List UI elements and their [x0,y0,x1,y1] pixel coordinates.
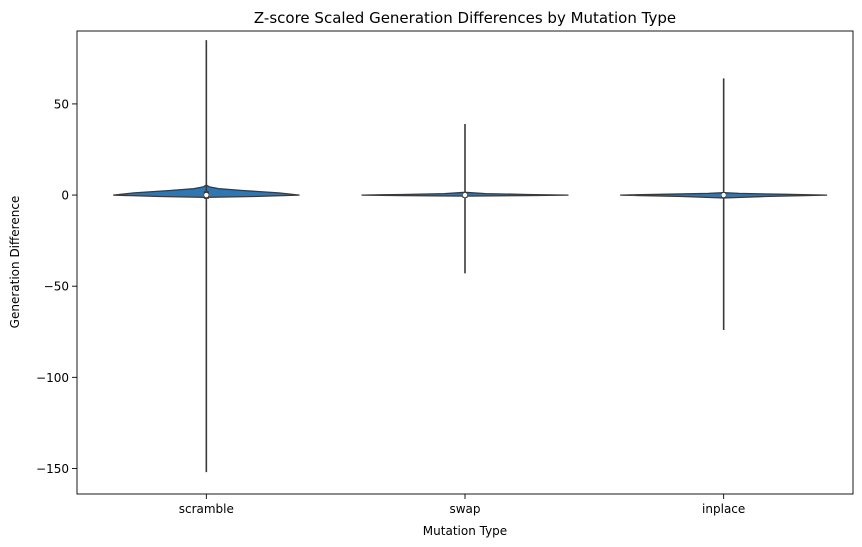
y-tick-label: 50 [54,97,69,111]
chart-title: Z-score Scaled Generation Differences by… [254,9,676,27]
y-tick-label: 0 [61,189,69,203]
y-axis-label: Generation Difference [8,196,22,329]
violin-scramble [113,40,300,473]
violin-median [721,192,726,198]
y-tick-label: −100 [36,371,69,385]
x-tick-label: swap [449,502,480,516]
violin-median [462,192,468,198]
violin-swap [361,123,569,274]
y-axis: 50 0 −50 −100 −150 [36,97,77,476]
violin-median [204,192,209,198]
y-tick-label: −50 [44,280,69,294]
x-axis: scramble swap inplace [179,494,745,516]
y-tick-label: −150 [36,462,69,476]
plot-area [113,40,828,473]
x-axis-label: Mutation Type [423,524,507,538]
x-tick-label: scramble [179,502,234,516]
x-tick-label: inplace [702,502,745,516]
violin-inplace [620,78,828,330]
